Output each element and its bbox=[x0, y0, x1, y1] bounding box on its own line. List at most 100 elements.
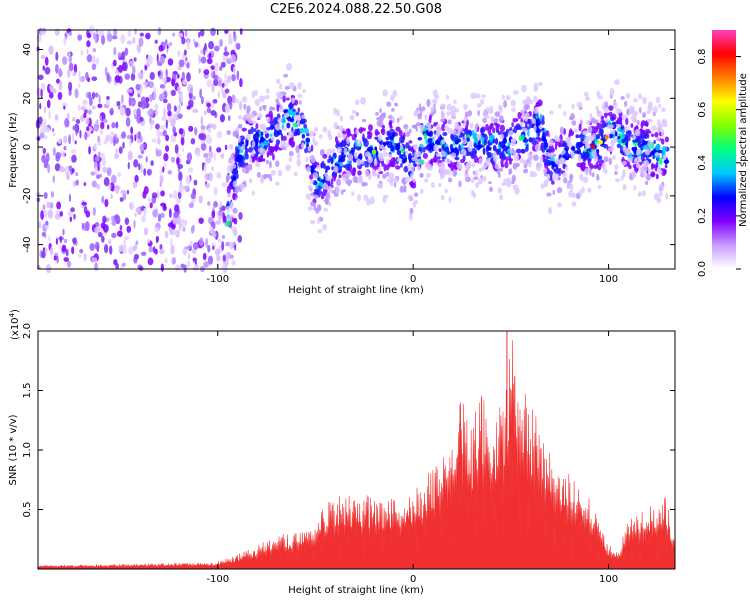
spectrogram-halo-mark bbox=[351, 191, 355, 197]
spectrogram-noise-mark bbox=[190, 225, 195, 234]
spectrogram-halo-mark bbox=[609, 124, 614, 129]
spectrogram-halo-mark bbox=[423, 178, 429, 183]
spectrogram-noise-mark bbox=[143, 81, 149, 86]
spectrogram-signal-mark bbox=[617, 127, 622, 132]
spectrogram-noise-mark bbox=[91, 55, 97, 65]
spectrogram-signal-mark bbox=[488, 181, 492, 185]
spectrogram-noise-mark bbox=[194, 264, 200, 269]
spectrogram-noise-mark bbox=[177, 50, 181, 57]
spectrogram-signal-mark bbox=[381, 127, 386, 136]
spectrogram-halo-mark bbox=[337, 132, 342, 139]
spectrogram-halo-mark bbox=[275, 123, 281, 131]
spectrogram-halo-mark bbox=[476, 133, 482, 140]
spectrogram-noise-mark bbox=[44, 247, 48, 254]
spectrogram-noise-mark bbox=[200, 56, 207, 64]
spectrogram-halo-mark bbox=[283, 112, 290, 118]
spectrogram-signal-mark bbox=[345, 128, 350, 134]
spectrogram-signal-mark bbox=[598, 128, 604, 137]
spectrogram-halo-mark bbox=[325, 175, 332, 182]
spectrogram-halo-mark bbox=[450, 152, 457, 159]
spectrogram-signal-mark bbox=[597, 155, 603, 160]
spectrogram-signal-mark bbox=[364, 164, 369, 168]
spectrogram-signal-mark bbox=[277, 129, 282, 136]
spectrogram-halo-mark bbox=[630, 114, 637, 122]
spectrogram-noise-mark bbox=[223, 215, 227, 223]
spectrogram-halo-mark bbox=[336, 146, 342, 154]
spectrogram-noise-mark bbox=[181, 71, 185, 82]
spectrogram-signal-mark bbox=[394, 102, 398, 107]
spectrogram-noise-mark bbox=[156, 53, 159, 63]
spectrogram-signal-mark bbox=[260, 135, 264, 143]
spectrogram-noise-mark bbox=[63, 146, 67, 151]
spectrogram-noise-mark bbox=[216, 171, 222, 180]
spectrogram-noise-mark bbox=[110, 215, 113, 221]
spectrogram-noise-mark bbox=[151, 192, 158, 199]
spectrogram-halo-mark bbox=[659, 190, 663, 197]
spectrogram-noise-mark bbox=[94, 156, 100, 162]
spectrogram-halo-mark bbox=[596, 142, 600, 148]
spectrogram-noise-mark bbox=[207, 244, 211, 253]
spectrogram-halo-mark bbox=[346, 137, 350, 145]
spectrogram-halo-mark bbox=[646, 118, 653, 123]
spectrogram-signal-mark bbox=[243, 103, 247, 110]
spectrogram-halo-mark bbox=[433, 144, 439, 152]
spectrogram-signal-mark bbox=[389, 136, 394, 141]
spectrogram-noise-mark bbox=[154, 39, 158, 44]
spectrogram-signal-mark bbox=[322, 153, 328, 159]
spectrogram-halo-mark bbox=[327, 129, 332, 138]
spectrogram-signal-mark bbox=[594, 135, 601, 140]
spectrogram-halo-mark bbox=[413, 109, 418, 117]
spectrogram-halo-mark bbox=[651, 125, 658, 132]
spectrogram-halo-mark bbox=[510, 99, 517, 107]
spectrogram-noise-mark bbox=[236, 43, 241, 50]
spectrogram-halo-mark bbox=[296, 158, 302, 167]
spectrogram-noise-mark bbox=[178, 223, 182, 232]
spectrogram-noise-mark bbox=[184, 29, 188, 37]
spectrogram-signal-mark bbox=[348, 133, 353, 137]
spectrogram-halo-mark bbox=[557, 103, 562, 109]
spectrogram-halo-mark bbox=[468, 140, 473, 148]
spectrogram-noise-mark bbox=[149, 94, 153, 103]
spectrogram-signal-mark bbox=[641, 112, 647, 118]
spectrogram-signal-mark bbox=[383, 163, 387, 172]
spectrogram-signal-mark bbox=[419, 107, 423, 115]
spectrogram-halo-mark bbox=[458, 163, 463, 169]
spectrogram-halo-mark bbox=[471, 189, 475, 197]
spectrogram-halo-mark bbox=[533, 95, 538, 103]
spectrogram-halo-mark bbox=[382, 194, 389, 199]
spectrogram-signal-mark bbox=[458, 144, 461, 151]
spectrogram-halo-mark bbox=[492, 151, 498, 159]
spectrogram-noise-mark bbox=[72, 237, 77, 244]
spectrogram-signal-mark bbox=[310, 201, 314, 207]
spectrogram-halo-mark bbox=[278, 83, 283, 90]
spectrogram-noise-mark bbox=[124, 73, 131, 80]
spectrogram-signal-mark bbox=[573, 150, 580, 154]
spectrogram-halo-mark bbox=[665, 193, 669, 200]
spectrogram-peak-mark bbox=[598, 139, 603, 145]
spectrogram-noise-mark bbox=[139, 116, 144, 122]
spectrogram-halo-mark bbox=[297, 93, 303, 98]
spectrogram-halo-mark bbox=[412, 178, 416, 183]
spectrogram-noise-mark bbox=[68, 62, 74, 72]
spectrogram-noise-mark bbox=[176, 197, 181, 204]
spectrogram-halo-mark bbox=[293, 114, 299, 122]
spectrogram-signal-mark bbox=[619, 145, 623, 153]
spectrogram-halo-mark bbox=[359, 159, 365, 165]
spectrogram-signal-mark bbox=[413, 192, 419, 197]
spectrogram-halo-mark bbox=[470, 178, 475, 183]
spectrogram-signal-mark bbox=[496, 129, 500, 133]
spectrogram-halo-mark bbox=[603, 107, 609, 114]
spectrogram-halo-mark bbox=[533, 124, 537, 133]
spectrogram-noise-mark bbox=[162, 166, 165, 173]
spectrogram-halo-mark bbox=[490, 116, 495, 121]
spectrogram-signal-mark bbox=[603, 156, 609, 163]
spectrogram-noise-mark bbox=[106, 124, 110, 130]
spectrogram-noise-mark bbox=[222, 254, 226, 262]
spectrogram-noise-mark bbox=[199, 29, 205, 37]
spectrogram-noise-mark bbox=[40, 54, 46, 60]
spectrogram-halo-mark bbox=[462, 122, 467, 127]
spectrogram-signal-mark bbox=[477, 144, 483, 149]
spectrogram-noise-mark bbox=[81, 201, 88, 206]
spectrogram-noise-mark bbox=[48, 110, 52, 120]
spectrogram-signal-mark bbox=[390, 145, 395, 152]
